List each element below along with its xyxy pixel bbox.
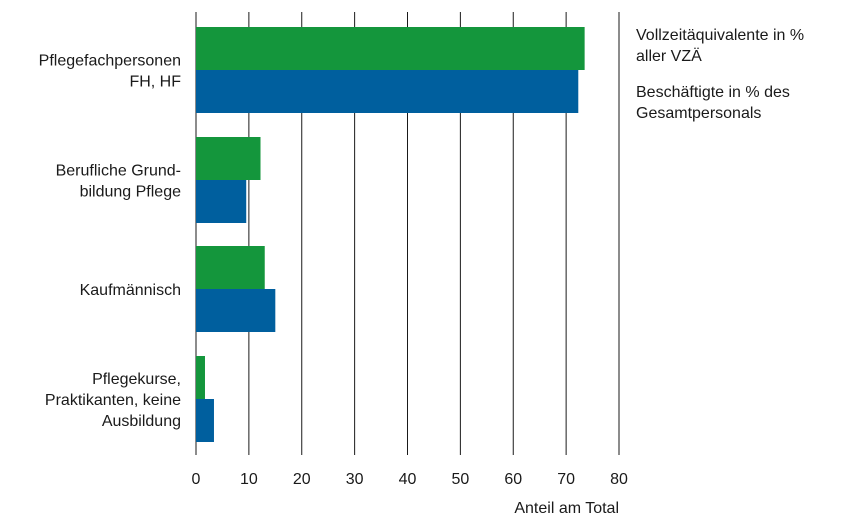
category-label-line: FH, HF: [129, 74, 181, 91]
category-label-0: Pflegefachpersonen FH, HF: [39, 53, 182, 91]
bar-series0-cat2: [196, 246, 265, 289]
category-label-line: Pflegekurse,: [92, 371, 181, 388]
bar-series1-cat3: [196, 399, 214, 442]
category-label-3: Pflegekurse, Praktikanten, keine Ausbildun…: [45, 371, 181, 430]
category-label-1: Berufliche Grund-bildung Pflege: [56, 163, 181, 201]
bar-series0-cat3: [196, 356, 205, 399]
x-tick-label-2: 20: [293, 471, 311, 488]
x-tick-label-1: 10: [240, 471, 258, 488]
category-label-2: Kaufmännisch: [80, 282, 181, 299]
x-tick-label-0: 0: [192, 471, 201, 488]
bars: [196, 27, 585, 442]
x-tick-labels: 0 10 20 30 40 50 60 70 80: [192, 471, 628, 488]
x-tick-label-6: 60: [504, 471, 522, 488]
bar-series1-cat0: [196, 70, 579, 113]
x-tick-label-7: 70: [557, 471, 575, 488]
bar-series0-cat1: [196, 137, 261, 180]
x-tick-label-3: 30: [346, 471, 364, 488]
category-label-line: Ausbildung: [102, 413, 181, 430]
bar-series1-cat1: [196, 180, 247, 223]
legend: Vollzeitäquivalente in % aller VZÄ Beschäf…: [636, 27, 804, 122]
category-label-line: Pflegefachpersonen: [39, 53, 181, 70]
category-label-line: Praktikanten, keine: [45, 392, 181, 409]
bar-series1-cat2: [196, 289, 276, 332]
category-label-line: Kaufmännisch: [80, 282, 181, 299]
x-tick-label-5: 50: [451, 471, 469, 488]
legend-entry-1: Beschäftigte in % des Gesamtpersonals: [636, 84, 790, 122]
bar-series0-cat0: [196, 27, 585, 70]
x-axis-title: Anteil am Total: [514, 500, 619, 517]
category-label-line: Berufliche Grund-: [56, 163, 181, 180]
legend-entry-line: Beschäftigte in % des: [636, 84, 790, 101]
category-labels: Pflegefachpersonen FH, HF Berufliche Grund…: [39, 53, 182, 431]
legend-entry-line: Vollzeitäquivalente in %: [636, 27, 804, 44]
x-tick-label-8: 80: [610, 471, 628, 488]
legend-entry-0: Vollzeitäquivalente in % aller VZÄ: [636, 27, 804, 65]
legend-entry-line: aller VZÄ: [636, 47, 702, 65]
legend-entry-line: Gesamtpersonals: [636, 105, 761, 122]
x-tick-label-4: 40: [399, 471, 417, 488]
category-label-line: bildung Pflege: [80, 184, 182, 201]
